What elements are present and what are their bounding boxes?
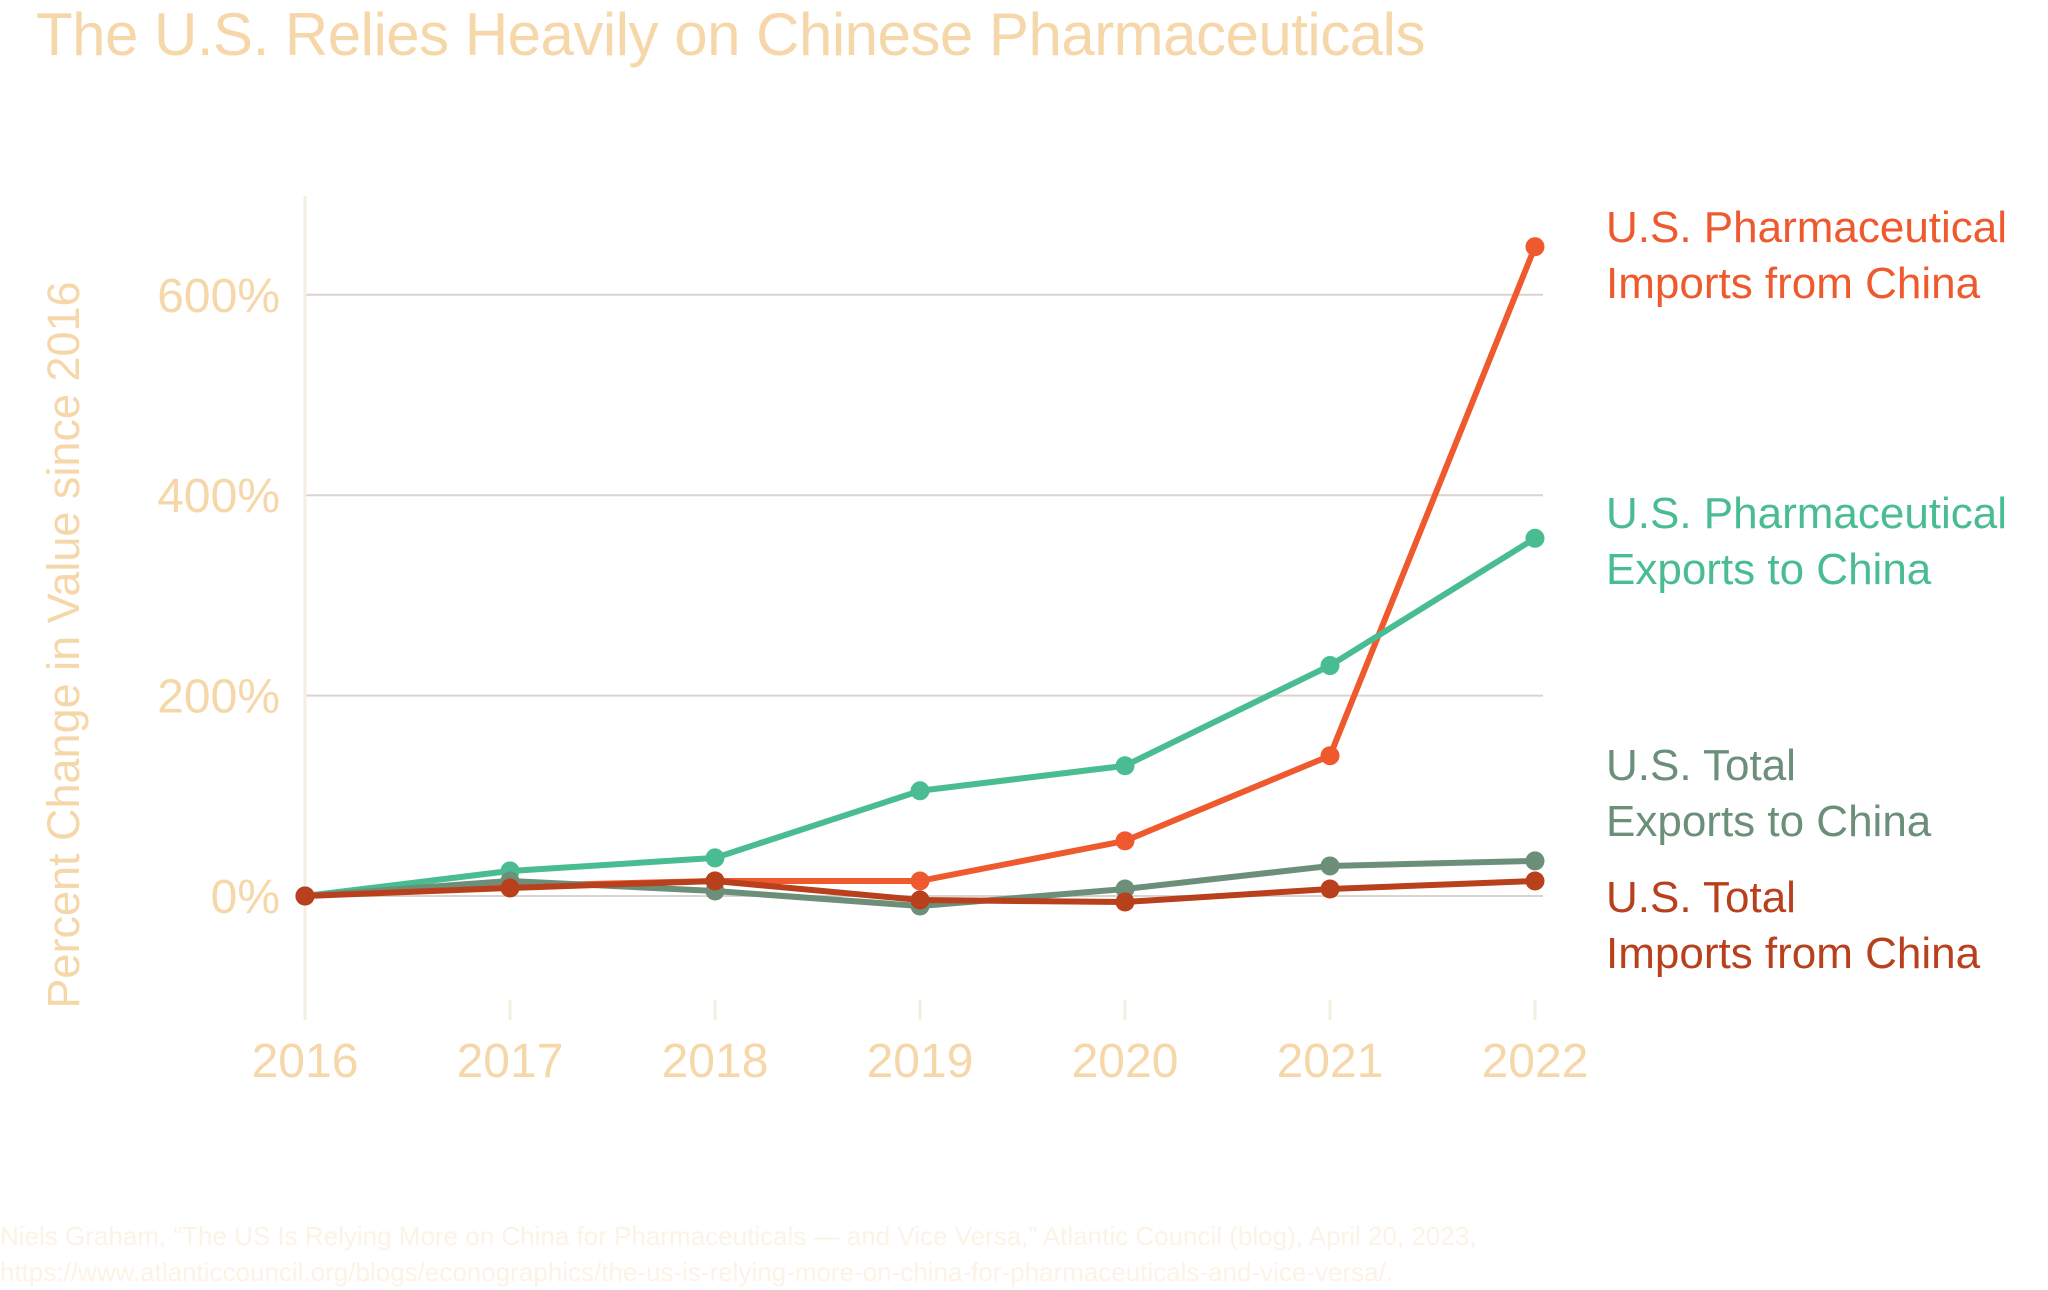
- data-point: [1115, 831, 1135, 851]
- series-label-line: U.S. Pharmaceutical: [1606, 489, 2008, 538]
- source-citation: Niels Graham, “The US Is Relying More on…: [0, 1221, 1477, 1287]
- y-tick-label: 0%: [211, 871, 280, 924]
- series-label-line: U.S. Total: [1606, 873, 1796, 922]
- x-tick-label: 2018: [662, 1035, 769, 1088]
- data-point: [705, 871, 725, 891]
- series-label-3: U.S. Total Imports from China: [1606, 870, 1980, 982]
- x-tick-label: 2017: [457, 1035, 564, 1088]
- series-label-2: U.S. Total Exports to China: [1606, 738, 1931, 850]
- x-tick-label: 2022: [1482, 1035, 1589, 1088]
- series-label-line: Imports from China: [1606, 929, 1981, 978]
- x-tick-label: 2019: [867, 1035, 974, 1088]
- series-1: [295, 528, 1545, 906]
- data-point: [1320, 746, 1340, 766]
- data-point: [1525, 851, 1545, 871]
- series-0: [295, 237, 1545, 906]
- x-tick-label: 2020: [1072, 1035, 1179, 1088]
- y-tick-label: 400%: [157, 470, 280, 523]
- series-label-1: U.S. Pharmaceutical Exports to China: [1606, 486, 2007, 598]
- series-label-0: U.S. Pharmaceutical Imports from China: [1606, 200, 2007, 312]
- data-point: [910, 871, 930, 891]
- series-label-line: Imports from China: [1606, 259, 1981, 308]
- series-label-line: U.S. Total: [1606, 741, 1796, 790]
- data-point: [1320, 879, 1340, 899]
- chart-title: The U.S. Relies Heavily on Chinese Pharm…: [36, 1, 1425, 68]
- data-point: [1115, 892, 1135, 912]
- data-point: [1525, 237, 1545, 257]
- data-point: [295, 886, 315, 906]
- series-label-line: Exports to China: [1606, 797, 1932, 846]
- data-point: [1320, 656, 1340, 676]
- gridlines: [305, 293, 1543, 897]
- series-label-line: Exports to China: [1606, 545, 1932, 594]
- data-point: [1525, 871, 1545, 891]
- series-label-line: U.S. Pharmaceutical: [1606, 203, 2008, 252]
- series-lines: [295, 237, 1545, 916]
- data-point: [910, 781, 930, 801]
- x-tick-label: 2021: [1277, 1035, 1384, 1088]
- data-point: [1115, 756, 1135, 776]
- data-point: [500, 878, 520, 898]
- series-line: [302, 535, 1538, 899]
- y-tick-label: 600%: [157, 270, 280, 323]
- axes: [303, 196, 1537, 1020]
- tick-labels: 0% 200% 400% 600% 2016 2017 2018 2019 2020 2021 20…: [157, 270, 1588, 1088]
- data-point: [705, 848, 725, 868]
- data-point: [1525, 528, 1545, 548]
- data-point: [1320, 856, 1340, 876]
- data-point: [1115, 879, 1135, 899]
- data-point: [910, 890, 930, 910]
- series-3: [295, 871, 1545, 912]
- y-tick-label: 200%: [157, 671, 280, 724]
- x-tick-label: 2016: [252, 1035, 359, 1088]
